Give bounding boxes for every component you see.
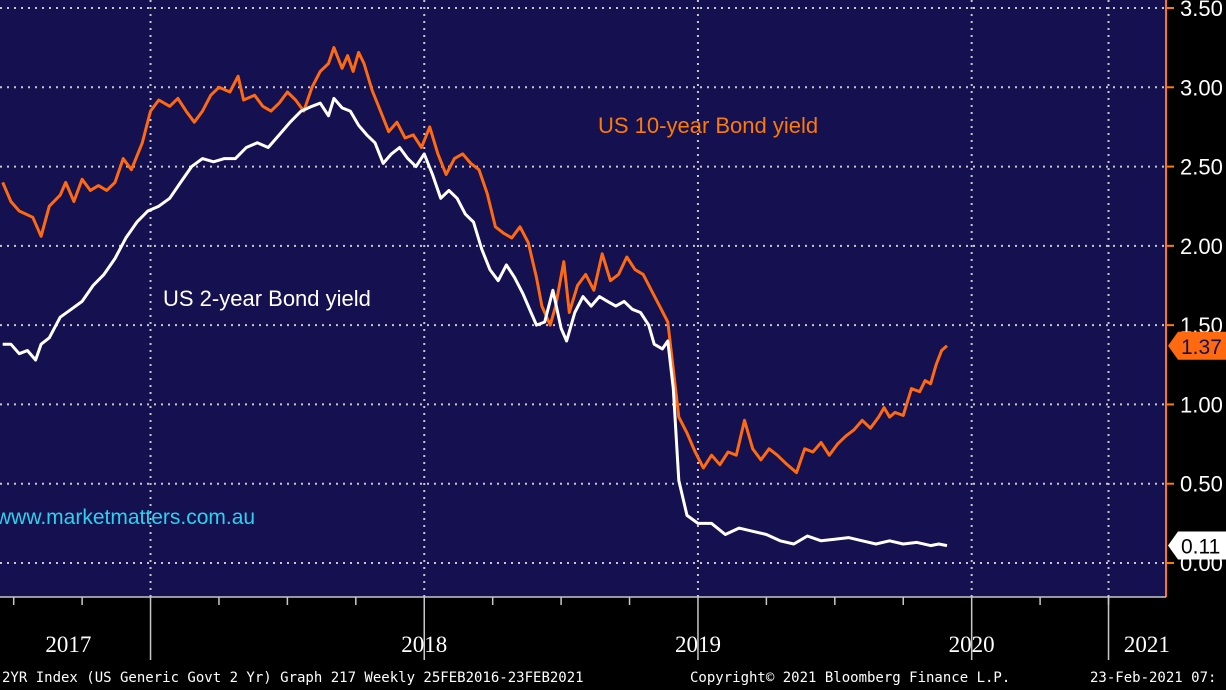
y-tick-label-7: 3.50 — [1180, 0, 1223, 21]
footer-copyright: Copyright© 2021 Bloomberg Finance L.P. — [690, 670, 1010, 686]
two-year-series-label: US 2-year Bond yield — [163, 286, 371, 311]
footer-series-description: 2YR Index (US Generic Govt 2 Yr) Graph 2… — [2, 670, 584, 686]
ten-year-last-value-tag — [1168, 331, 1226, 360]
footer-timestamp: 23-Feb-2021 07: — [1090, 670, 1216, 686]
x-year-label-2020: 2020 — [949, 632, 995, 657]
x-year-label-2019: 2019 — [675, 632, 721, 657]
two-year-last-value-text: 0.11 — [1181, 536, 1220, 559]
y-tick-label-4: 2.00 — [1180, 234, 1223, 259]
last-value-tags: 1.37 0.11 — [1168, 331, 1226, 560]
x-year-label-2018: 2018 — [401, 632, 447, 657]
two-year-yield-line — [2, 96, 948, 548]
y-tick-label-5: 2.50 — [1180, 155, 1223, 180]
ten-year-last-value-text: 1.37 — [1181, 336, 1222, 359]
series-lines — [1, 46, 948, 548]
year-dividers — [149, 0, 1110, 597]
x-year-label-2017: 2017 — [45, 632, 91, 657]
ten-year-yield-line — [1, 46, 948, 475]
x-axis-year-labels: 2017 2018 2019 2020 2021 — [45, 632, 1169, 657]
x-year-label-2021: 2021 — [1124, 632, 1170, 657]
y-tick-label-1: 0.50 — [1180, 472, 1223, 497]
gridlines — [0, 7, 1166, 564]
y-tick-label-6: 3.00 — [1180, 75, 1223, 100]
y-tick-label-2: 1.00 — [1180, 392, 1223, 417]
watermark-url: www.marketmatters.com.au — [0, 506, 255, 529]
ten-year-series-label: US 10-year Bond yield — [598, 113, 818, 138]
x-axis-ticks — [12, 597, 1110, 660]
two-year-last-value-tag — [1168, 531, 1226, 560]
